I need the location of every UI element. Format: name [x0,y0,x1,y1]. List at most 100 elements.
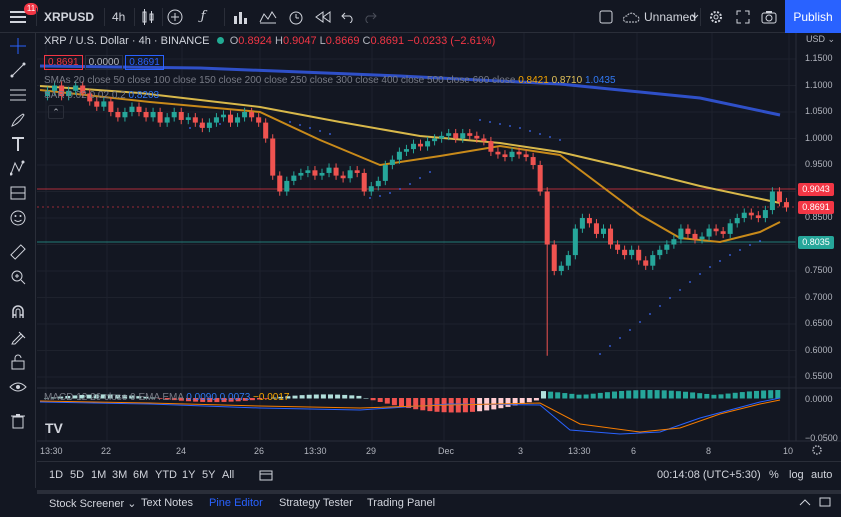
publish-button[interactable]: Publish [785,0,841,33]
macd-bar [356,395,362,399]
candle [354,166,360,178]
ruler-icon[interactable] [6,241,30,263]
candle [509,147,515,162]
date-range-calendar-icon[interactable] [259,469,273,484]
alert-clock-icon[interactable] [286,0,306,33]
candle [66,86,72,101]
auto-scale-toggle[interactable]: auto [811,469,833,481]
candle [94,97,100,111]
candle [600,224,607,239]
multi-layout-checkbox-icon[interactable] [598,0,614,33]
collapse-panel-icon[interactable] [799,497,811,510]
maximize-panel-icon[interactable] [819,497,831,510]
candle [410,139,416,154]
range-button-5d[interactable]: 5D [70,469,85,481]
price-axis-tick: 0.5500 [805,371,833,381]
sma-legend[interactable]: SMAs 20 close 50 close 100 close 150 clo… [44,75,616,86]
tradingview-logo: TV [45,420,63,436]
candle [558,261,564,276]
chevron-down-icon[interactable] [690,0,700,33]
macd-bar [79,394,85,399]
time-axis-tick: 3 [518,446,524,456]
legend-symbol[interactable]: XRP / U.S. Dollar [44,35,129,47]
financials-icon[interactable] [232,0,250,33]
range-button-ytd[interactable]: YTD [155,469,177,481]
undo-icon[interactable] [340,0,356,33]
macd-bar [683,391,688,399]
tab-stock-screener[interactable]: Stock Screener ⌄ [49,498,137,510]
brush-icon[interactable] [6,109,30,131]
candle [347,166,353,183]
tab-strategy-tester[interactable]: Strategy Tester [279,497,353,509]
candle [220,110,226,122]
range-button-5y[interactable]: 5Y [202,469,216,481]
tab-pine-editor[interactable]: Pine Editor [209,497,263,509]
redo-icon[interactable] [362,0,378,33]
macd-bar [654,390,660,399]
macd-bar [328,394,333,399]
symbol-search-button[interactable]: XRPUSD [44,9,95,24]
text-tool-icon[interactable] [6,133,30,155]
compare-add-icon[interactable] [166,0,184,33]
sar-dot [729,254,731,256]
candle [361,168,367,196]
last-price-label: 0.8691 [798,201,834,214]
ask-price[interactable]: 0.8691 [125,55,164,70]
eye-visibility-icon[interactable] [6,376,30,398]
macd-legend[interactable]: MACD 12 26 close 9 EMA EMA 0.0090 0.0073… [44,392,290,403]
layout-name-button[interactable]: Unnamed [644,9,697,24]
macd-bar [207,398,213,403]
camera-snapshot-icon[interactable] [760,0,778,33]
trend-line-icon[interactable] [6,59,30,81]
templates-icon[interactable] [258,0,278,33]
sar-legend[interactable]: SAR 0.02 0.02 0.2 0.8203 [44,90,160,101]
tab-text-notes[interactable]: Text Notes [141,497,193,509]
log-scale-toggle[interactable]: log [789,469,804,481]
range-button-1d[interactable]: 1D [49,469,64,481]
candles-chart-type-icon[interactable] [140,0,156,33]
crosshair-icon[interactable] [6,35,30,57]
drawing-toolbar [0,33,36,488]
settings-gear-icon[interactable] [706,0,726,33]
range-button-3m[interactable]: 3M [112,469,128,481]
macd-bar [171,398,177,401]
patterns-icon[interactable] [6,157,30,179]
price-axis-tick: 1.0500 [805,106,833,116]
fullscreen-icon[interactable] [734,0,752,33]
chart-settings-gear-icon[interactable] [811,444,823,459]
collapse-legend-button[interactable]: ⌃ [48,105,64,119]
candle [368,181,374,196]
trash-icon[interactable] [6,410,30,432]
price-chart[interactable] [0,0,841,461]
macd-bar [363,398,369,399]
macd-bar [519,398,525,404]
lock-icon[interactable] [6,351,30,373]
macd-bar [271,397,277,399]
indicators-fx-icon[interactable]: ƒ [200,9,206,24]
prediction-tools-icon[interactable] [6,182,30,204]
replay-icon[interactable] [314,0,332,33]
macd-bar [413,398,419,410]
magnet-icon[interactable] [6,301,30,323]
candle [643,256,649,270]
candle [783,197,789,212]
fib-retracement-icon[interactable] [6,84,30,106]
range-button-all[interactable]: All [222,469,235,481]
bid-price[interactable]: 0.8691 [44,55,83,70]
main-menu-button[interactable]: 11 [4,0,38,33]
range-button-1y[interactable]: 1Y [182,469,196,481]
percent-scale-toggle[interactable]: % [769,469,779,481]
range-button-6m[interactable]: 6M [133,469,149,481]
tab-trading-panel[interactable]: Trading Panel [367,497,436,509]
stay-drawing-mode-icon[interactable] [6,326,30,348]
currency-selector[interactable]: USD ⌄ [806,34,836,44]
range-button-1m[interactable]: 1M [91,469,107,481]
sma-slow-line [39,64,781,117]
interval-button[interactable]: 4h [112,9,126,24]
timezone-clock[interactable]: 00:14:08 (UTC+5:30) [657,469,761,481]
cloud-icon[interactable] [622,0,640,33]
zoom-in-icon[interactable] [6,266,30,288]
candle [481,134,487,146]
emoji-icon[interactable] [6,207,30,229]
macd-bar [342,394,348,399]
